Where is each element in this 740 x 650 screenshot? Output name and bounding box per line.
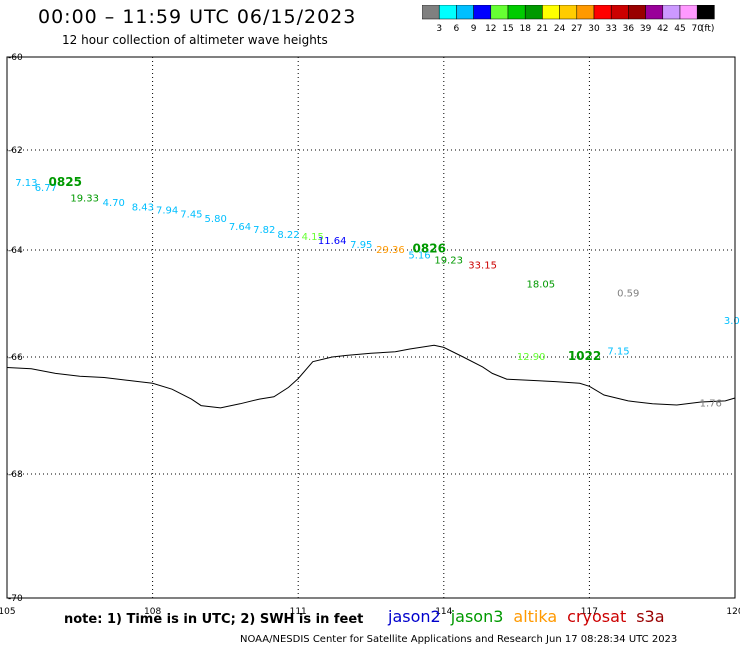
legend-tick-label: 6 [454,24,460,34]
wave-height-label: 6.77 [35,183,57,194]
footer-note: note: 1) Time is in UTC; 2) SWH is in fe… [64,612,364,627]
wave-height-label: 7.82 [253,225,275,236]
lat-tick-label: -68 [8,470,23,480]
legend-tick-label: 21 [537,24,548,34]
legend-tick-label: 39 [640,24,652,34]
wave-height-label: 4.70 [103,198,125,209]
wave-height-label: 29.36 [376,245,405,256]
wave-height-label: 3.04 [724,316,740,327]
lon-tick-label: 120 [726,607,740,617]
legend-unit: (ft) [701,24,715,34]
lon-tick-label: 117 [581,607,598,617]
satellite-legend: jason2 jason3 altika cryosat s3a [388,607,675,626]
legend-tick-label: 12 [485,24,496,34]
pass-time-label: 0826 [413,242,446,256]
lat-tick-label: -62 [8,146,23,156]
credit-line: NOAA/NESDIS Center for Satellite Applica… [240,634,678,645]
map-frame [6,56,736,599]
wave-height-label: 5.16 [408,251,430,262]
wave-height-label: 33.15 [468,261,497,272]
lat-tick-label: -60 [8,53,23,63]
wave-height-label: 7.45 [180,210,202,221]
satellite-name-s3a: s3a [636,607,665,626]
lat-tick-label: -64 [8,246,23,256]
wave-height-label: 5.80 [205,214,227,225]
wave-height-label: 8.22 [277,230,299,241]
legend-swatch [696,5,715,20]
wave-height-label: 7.15 [607,346,629,357]
wave-height-label: 8.43 [132,203,154,214]
legend-tick-label: 15 [502,24,513,34]
satellite-name-jason2: jason2 [388,607,441,626]
legend-tick-label: 3 [436,24,442,34]
pass-time-label: 0825 [49,175,82,189]
wave-height-label: 0.59 [617,289,639,300]
lon-tick-label: 111 [290,607,307,617]
lon-tick-label: 108 [144,607,161,617]
legend-tick-label: 27 [571,24,582,34]
wave-height-label: 19.23 [434,255,463,266]
satellite-name-altika: altika [513,607,558,626]
pass-time-label: 1022 [568,349,601,363]
legend-tick-label: 9 [471,24,477,34]
wave-height-label: 7.13 [15,178,37,189]
wave-height-label: 19.33 [70,194,99,205]
page-subtitle: 12 hour collection of altimeter wave hei… [62,33,328,47]
wave-height-label: 18.05 [527,279,556,290]
legend-tick-label: 24 [554,24,566,34]
satellite-name-jason3: jason3 [450,607,504,626]
wave-height-label: 7.64 [229,222,251,233]
legend-tick-label: 33 [605,24,616,34]
wave-height-label: 7.94 [156,206,178,217]
satellite-name-cryosat: cryosat [567,607,627,626]
page-title: 00:00 – 11:59 UTC 06/15/2023 [38,6,357,28]
lon-tick-label: 114 [435,607,452,617]
wave-height-label: 12.90 [517,352,546,363]
lat-tick-label: -70 [8,594,23,604]
color-legend: 3 6 9 12 15 18 21 24 27 30 33 36 39 42 45 70(ft) [422,5,715,34]
legend-tick-label: 42 [657,24,668,34]
legend-tick-label: 30 [588,24,600,34]
wave-height-label: 1.76 [700,399,722,410]
wave-height-label: 4.15 [302,232,324,243]
legend-tick-label: 18 [519,24,531,34]
antarctic-coastline [6,344,736,409]
legend-tick-label: 70 [691,24,703,34]
wave-height-label: 11.64 [318,236,347,247]
wave-height-label: 7.95 [350,240,372,251]
legend-tick-label: 45 [674,24,685,34]
lat-tick-label: -66 [8,353,23,363]
legend-tick-label: 36 [623,24,635,34]
lon-tick-label: 105 [0,607,16,617]
